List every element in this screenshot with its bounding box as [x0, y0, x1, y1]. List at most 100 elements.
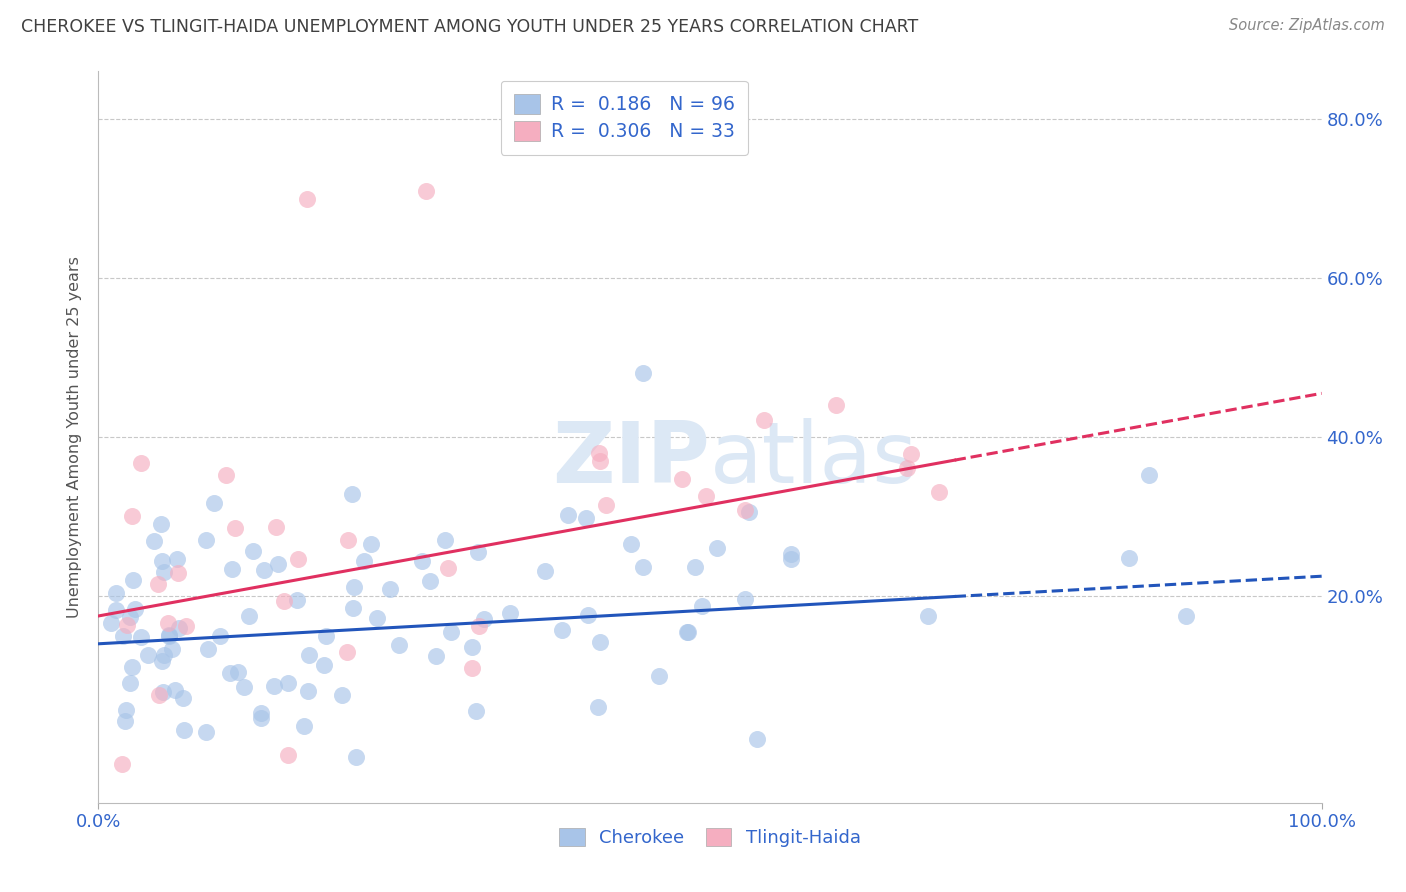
Point [115, 618, 138, 632]
Point [620, 537, 643, 551]
Point [336, 533, 359, 548]
Point [197, 642, 219, 657]
Point [900, 447, 922, 461]
Point [215, 468, 238, 483]
Point [631, 367, 654, 381]
Point [342, 580, 364, 594]
Point [253, 564, 276, 578]
Point [273, 594, 295, 608]
Point [111, 629, 134, 643]
Point [224, 521, 246, 535]
Point [671, 472, 693, 486]
Point [648, 669, 671, 683]
Point [292, 719, 315, 733]
Point [734, 591, 756, 606]
Point [100, 615, 122, 630]
Point [315, 629, 337, 643]
Point [277, 675, 299, 690]
Point [152, 684, 174, 698]
Point [353, 554, 375, 568]
Point [111, 756, 134, 771]
Point [195, 533, 218, 547]
Point [157, 615, 180, 630]
Point [277, 748, 299, 763]
Point [250, 706, 273, 720]
Point [330, 688, 353, 702]
Point [104, 603, 127, 617]
Point [172, 691, 194, 706]
Point [153, 566, 176, 580]
Point [233, 680, 256, 694]
Point [219, 665, 242, 680]
Point [738, 505, 761, 519]
Point [780, 547, 803, 561]
Point [174, 619, 197, 633]
Point [468, 619, 491, 633]
Point [917, 608, 939, 623]
Point [436, 561, 458, 575]
Point [467, 544, 489, 558]
Point [411, 554, 433, 568]
Point [388, 639, 411, 653]
Point [415, 184, 437, 198]
Point [226, 665, 249, 680]
Point [589, 634, 612, 648]
Point [242, 544, 264, 558]
Point [692, 599, 714, 613]
Point [143, 534, 166, 549]
Text: atlas: atlas [710, 417, 918, 500]
Point [896, 460, 918, 475]
Point [780, 552, 803, 566]
Point [121, 660, 143, 674]
Point [440, 625, 463, 640]
Point [152, 553, 174, 567]
Point [267, 557, 290, 571]
Point [124, 602, 146, 616]
Point [472, 612, 495, 626]
Point [1118, 550, 1140, 565]
Y-axis label: Unemployment Among Youth under 25 years: Unemployment Among Youth under 25 years [67, 256, 83, 618]
Point [295, 192, 318, 206]
Point [360, 537, 382, 551]
Point [118, 676, 141, 690]
Point [676, 624, 699, 639]
Point [167, 566, 190, 580]
Point [499, 606, 522, 620]
Point [209, 629, 232, 643]
Point [533, 564, 555, 578]
Point [122, 573, 145, 587]
Point [706, 541, 728, 555]
Point [157, 628, 180, 642]
Point [114, 703, 136, 717]
Point [264, 520, 287, 534]
Point [129, 630, 152, 644]
Point [114, 714, 136, 728]
Point [595, 499, 617, 513]
Point [287, 552, 309, 566]
Point [425, 649, 447, 664]
Point [589, 454, 612, 468]
Point [250, 711, 273, 725]
Point [104, 586, 127, 600]
Point [461, 660, 484, 674]
Point [551, 623, 574, 637]
Point [157, 629, 180, 643]
Text: Source: ZipAtlas.com: Source: ZipAtlas.com [1229, 18, 1385, 33]
Point [342, 487, 364, 501]
Point [204, 496, 226, 510]
Point [166, 552, 188, 566]
Point [683, 559, 706, 574]
Point [120, 610, 142, 624]
Point [163, 683, 186, 698]
Point [136, 648, 159, 662]
Point [195, 724, 218, 739]
Point [173, 723, 195, 737]
Point [263, 679, 285, 693]
Point [366, 611, 388, 625]
Point [631, 560, 654, 574]
Point [169, 621, 191, 635]
Point [928, 485, 950, 500]
Point [1174, 609, 1197, 624]
Point [221, 562, 243, 576]
Text: ZIP: ZIP [553, 417, 710, 500]
